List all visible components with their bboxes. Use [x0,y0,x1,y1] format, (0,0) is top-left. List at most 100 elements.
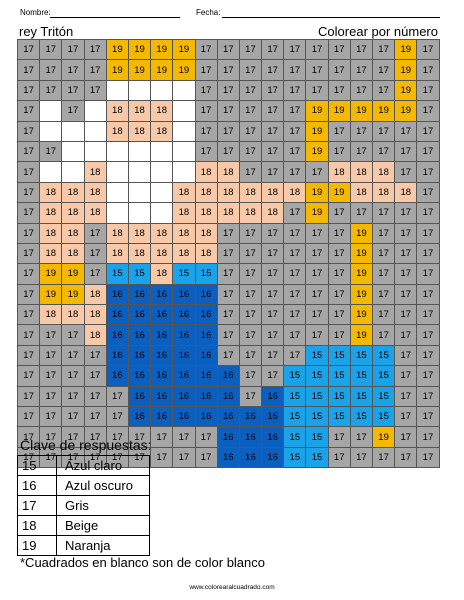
grid-cell: 17 [151,427,174,448]
grid-cell: 18 [40,182,63,204]
grid-cell: 19 [106,60,129,81]
grid-cell: 16 [195,407,218,428]
grid-cell: 16 [217,366,240,387]
grid-cell: 17 [18,264,41,285]
grid-cell: 17 [217,101,240,122]
grid-cell: 17 [284,60,307,81]
grid-cell: 19 [350,325,373,346]
grid-cell: 18 [106,223,129,244]
legend-number: 18 [17,515,57,536]
grid-cell: 17 [350,40,373,61]
grid-cell: 17 [328,141,351,163]
grid-cell: 18 [217,182,240,204]
grid-cell: 17 [306,223,329,244]
grid-cell: 15 [350,345,373,367]
grid-cell: 16 [128,366,152,387]
grid-cell: 17 [262,141,285,163]
grid-cell: 19 [328,101,351,122]
grid-cell: 18 [40,203,63,224]
grid-cell: 17 [417,243,440,265]
grid-cell: 17 [18,182,41,204]
grid-cell: 18 [195,223,218,244]
grid-cell: 17 [395,203,418,224]
grid-cell: 16 [106,305,129,326]
grid-cell: 17 [284,121,307,142]
grid-cell: 16 [173,407,196,428]
grid-cell: 17 [417,284,440,306]
grid-cell: 17 [373,141,396,163]
grid-cell [62,141,85,163]
grid-cell: 17 [84,243,107,265]
grid-cell: 16 [151,284,174,306]
grid-cell: 17 [373,60,396,81]
grid-cell: 18 [239,203,263,224]
grid-cell: 17 [306,80,329,102]
grid-cell: 17 [18,223,41,244]
grid-cell: 17 [350,60,373,81]
grid-cell [128,182,152,204]
grid-cell: 15 [328,407,351,428]
grid-cell: 16 [262,447,285,469]
grid-cell: 16 [173,284,196,306]
grid-cell: 17 [417,162,440,183]
legend-number: 15 [17,455,57,476]
grid-cell: 16 [151,407,174,428]
grid-cell: 15 [306,345,329,367]
grid-cell [151,203,174,224]
grid-cell: 19 [350,284,373,306]
grid-cell: 19 [395,40,418,61]
grid-cell: 19 [306,141,329,163]
grid-cell: 17 [284,203,307,224]
grid-cell: 18 [128,101,152,122]
legend-row: 19 Naranja [17,535,150,556]
grid-cell: 15 [284,366,307,387]
grid-cell: 19 [306,203,329,224]
grid-cell [128,162,152,183]
grid-cell: 17 [217,284,240,306]
grid-cell [84,101,107,122]
grid-cell: 18 [151,243,174,265]
grid-cell: 18 [84,305,107,326]
grid-cell: 17 [40,407,63,428]
grid-cell: 18 [128,223,152,244]
answer-key-title: Clave de respuestas: [20,437,152,453]
grid-cell: 15 [350,366,373,387]
grid-cell: 17 [173,427,196,448]
grid-cell: 17 [350,121,373,142]
grid-cell: 17 [417,223,440,244]
grid-cell: 17 [328,203,351,224]
grid-cell: 16 [195,345,218,367]
grid-cell: 17 [262,162,285,183]
grid-cell: 17 [195,141,218,163]
grid-cell: 17 [284,80,307,102]
grid-cell: 18 [128,121,152,142]
grid-cell: 17 [62,101,85,122]
grid-cell: 19 [306,182,329,204]
grid-cell: 16 [128,345,152,367]
legend-row: 18 Beige [17,515,150,536]
legend-number: 19 [17,535,57,556]
grid-cell: 15 [173,264,196,285]
grid-cell: 17 [306,243,329,265]
grid-cell: 19 [40,284,63,306]
grid-cell: 17 [195,60,218,81]
grid-cell: 17 [239,305,263,326]
grid-cell: 17 [84,427,107,448]
grid-cell: 15 [284,407,307,428]
grid-cell: 18 [173,243,196,265]
grid-cell: 15 [306,386,329,408]
grid-cell: 15 [128,264,152,285]
grid-cell: 17 [328,427,351,448]
grid-cell: 17 [395,264,418,285]
legend-row: 16 Azul oscuro [17,475,150,496]
grid-cell [106,162,129,183]
grid-cell: 17 [395,407,418,428]
grid-cell [84,141,107,163]
grid-cell: 15 [373,345,396,367]
grid-cell: 17 [84,366,107,387]
grid-cell: 17 [284,345,307,367]
legend-row: 15 Azul claro [17,455,150,476]
grid-cell [151,162,174,183]
grid-cell: 17 [417,60,440,81]
grid-cell: 17 [40,60,63,81]
